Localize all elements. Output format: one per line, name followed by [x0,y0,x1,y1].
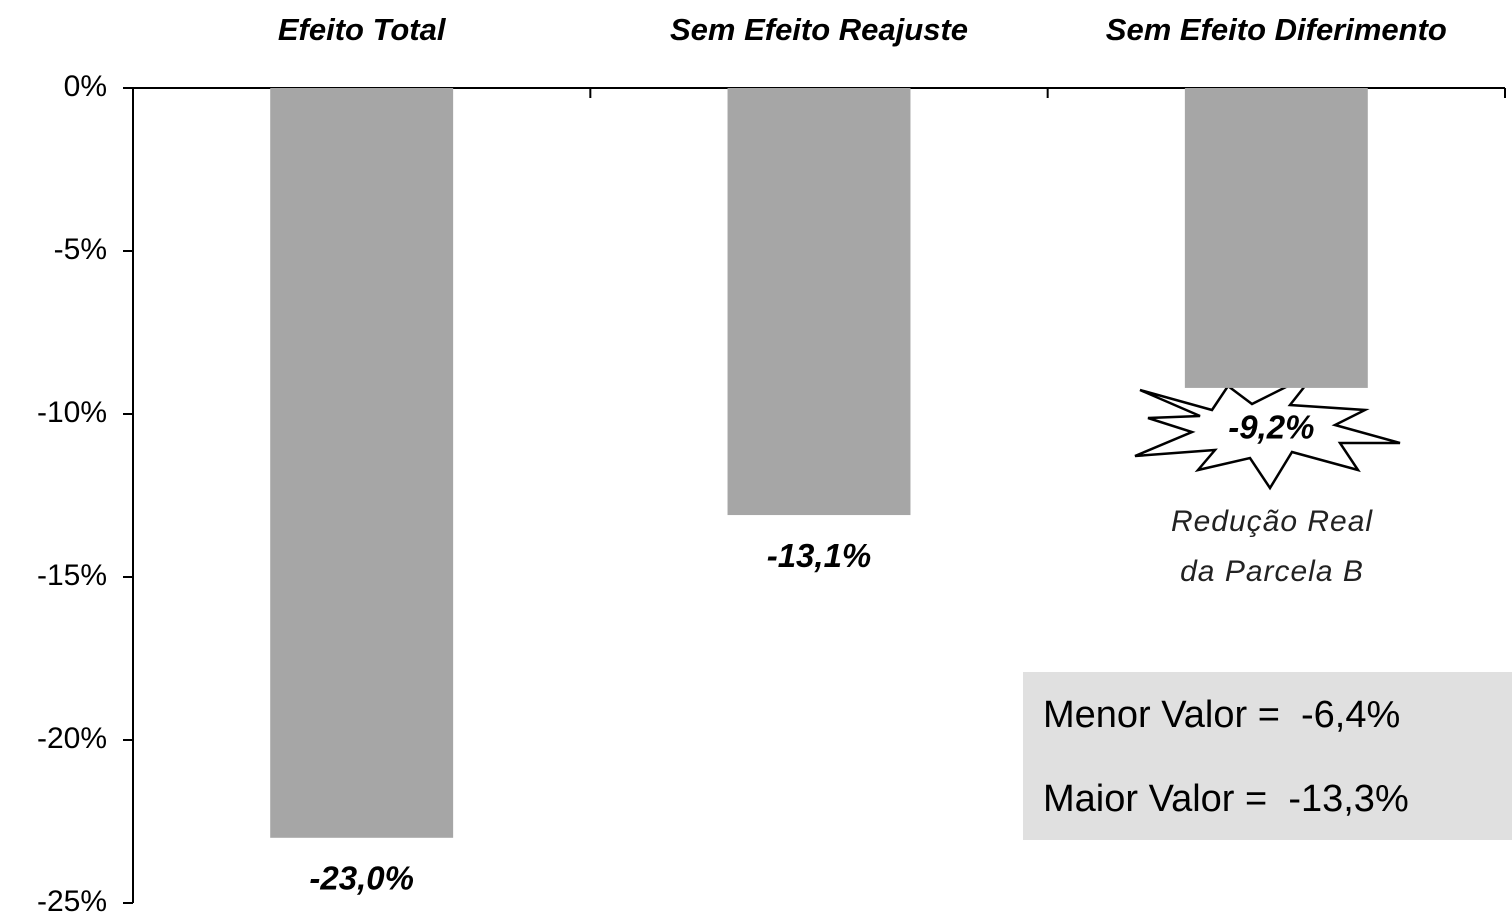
category-label: Efeito Total [278,12,447,47]
y-tick-label: -15% [37,559,107,592]
annotation: Redução Real [1171,505,1373,538]
bar [727,88,911,516]
category-label: Sem Efeito Reajuste [670,12,968,47]
summary-box [1023,672,1512,840]
value-label: -23,0% [309,860,414,897]
starburst [1134,370,1401,491]
summary-text: Menor Valor = -6,4% [1043,694,1400,736]
bar [270,88,454,838]
y-tick-label: 0% [64,70,107,103]
category-label: Sem Efeito Diferimento [1106,12,1447,47]
y-tick-label: -20% [37,722,107,755]
bar [1184,88,1368,388]
value-label: -13,1% [767,537,872,574]
y-tick-label: -10% [37,396,107,429]
y-tick-label: -5% [54,233,107,266]
annotation: da Parcela B [1180,555,1364,588]
summary-text: Maior Valor = -13,3% [1043,778,1409,820]
y-tick-label: -25% [37,885,107,918]
value-label: -9,2% [1228,409,1314,446]
